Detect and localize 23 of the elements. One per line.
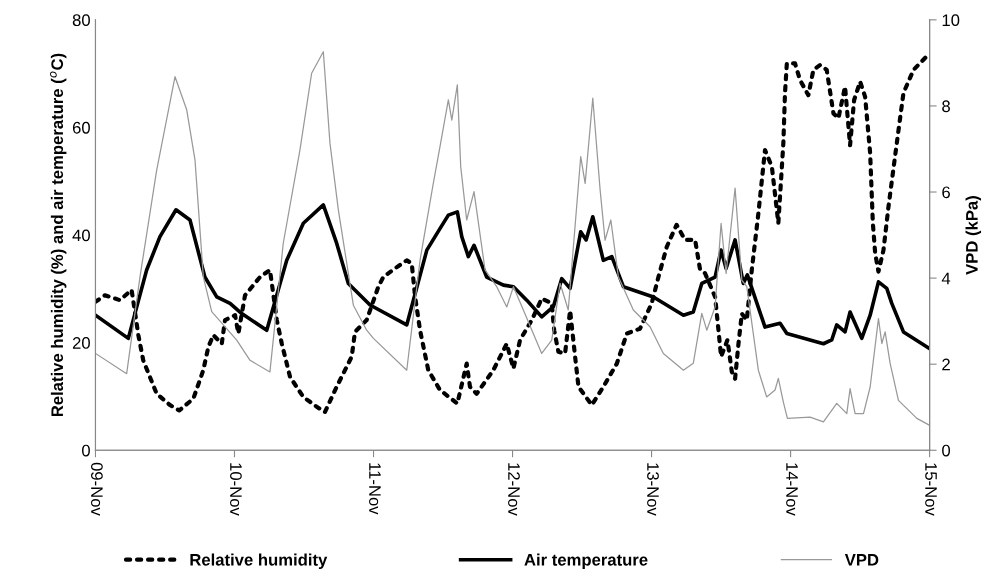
y-tick-label: 60 <box>72 121 90 134</box>
y2-tick-label: 10 <box>942 14 960 27</box>
x-tick-label: 13-Nov <box>647 463 659 516</box>
y-tick-label: 40 <box>72 229 90 242</box>
y2-tick-label: 0 <box>942 444 951 457</box>
y2-tick-label: 4 <box>941 272 951 285</box>
x-tick-label: 14-Nov <box>786 463 798 516</box>
legend-label: VPD <box>844 554 879 566</box>
x-tick-label: 12-Nov <box>508 463 520 516</box>
y2-axis-title: VPD (kPa) <box>965 196 982 275</box>
y2-tick-label: 2 <box>942 358 950 371</box>
x-tick-label: 15-Nov <box>925 463 937 516</box>
y2-tick-label: 8 <box>942 100 950 113</box>
legend-label: Relative humidity <box>190 553 328 569</box>
x-tick-label: 09-Nov <box>91 462 103 516</box>
y-tick-label: 80 <box>72 14 90 27</box>
y-tick-label: 20 <box>72 337 90 349</box>
legend-label: Air temperature <box>524 553 648 569</box>
y2-tick-label: 6 <box>942 186 950 199</box>
x-tick-label: 11-Nov <box>369 463 381 515</box>
y-tick-label: 0 <box>82 444 90 457</box>
x-tick-label: 10-Nov <box>230 463 242 516</box>
y-axis-title: Relative humidity (%) and air temperature ($^{o}$C) <box>50 53 67 417</box>
